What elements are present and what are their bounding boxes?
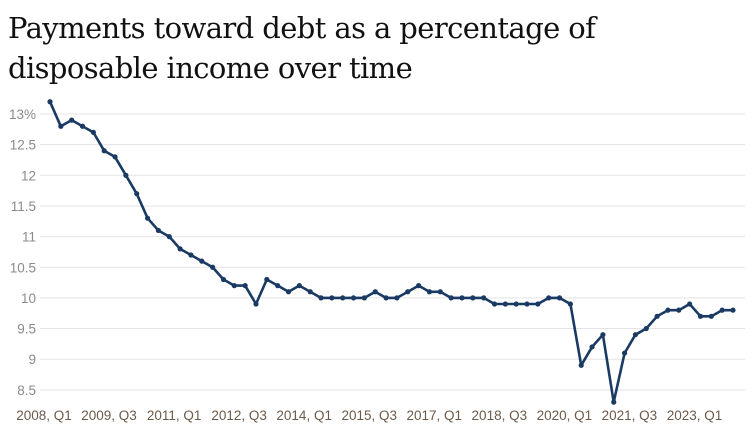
data-point bbox=[144, 215, 151, 221]
x-tick-label: 2008, Q1 bbox=[16, 408, 72, 423]
data-point bbox=[556, 295, 563, 301]
y-tick-label: 13% bbox=[9, 107, 36, 122]
y-tick-label: 10.5 bbox=[10, 260, 36, 275]
data-point bbox=[79, 123, 86, 129]
data-point bbox=[719, 307, 725, 313]
data-point bbox=[47, 99, 53, 105]
data-point bbox=[220, 276, 227, 283]
data-point bbox=[567, 301, 573, 307]
data-point bbox=[90, 129, 96, 135]
x-tick-label: 2018, Q3 bbox=[472, 408, 528, 423]
data-point bbox=[730, 307, 736, 313]
data-point bbox=[643, 325, 649, 332]
data-point bbox=[383, 295, 389, 301]
y-tick-label: 11 bbox=[22, 230, 36, 245]
data-point bbox=[546, 295, 552, 301]
data-point bbox=[210, 264, 216, 270]
data-point bbox=[405, 289, 411, 295]
y-tick-label: 9 bbox=[28, 352, 36, 367]
data-point bbox=[502, 301, 508, 307]
data-point bbox=[578, 362, 584, 368]
series-line bbox=[48, 101, 733, 404]
y-tick-label: 10 bbox=[21, 291, 36, 306]
data-point bbox=[329, 295, 335, 301]
data-point bbox=[296, 283, 302, 289]
x-tick-label: 2015, Q3 bbox=[341, 408, 397, 423]
data-point bbox=[426, 289, 433, 295]
x-tick-label: 2012, Q3 bbox=[211, 408, 267, 423]
data-point bbox=[177, 246, 183, 252]
x-tick-label: 2009, Q3 bbox=[81, 408, 137, 423]
data-point bbox=[112, 154, 118, 160]
data-point bbox=[535, 301, 541, 307]
data-point bbox=[676, 307, 682, 313]
data-point bbox=[394, 295, 400, 301]
y-tick-label: 8.5 bbox=[17, 383, 36, 398]
data-point bbox=[340, 295, 346, 301]
data-point bbox=[253, 301, 259, 307]
data-point bbox=[459, 295, 465, 301]
data-point bbox=[481, 295, 487, 301]
y-tick-label: 12 bbox=[21, 168, 36, 183]
data-point bbox=[632, 332, 639, 338]
data-point bbox=[491, 301, 498, 307]
y-tick-label: 11.5 bbox=[11, 199, 36, 214]
data-point bbox=[708, 313, 714, 319]
data-point bbox=[199, 258, 205, 264]
data-point bbox=[307, 289, 313, 295]
data-point bbox=[697, 313, 704, 319]
y-tick-label: 12.5 bbox=[10, 138, 36, 153]
data-point bbox=[621, 350, 628, 356]
data-point bbox=[188, 252, 194, 258]
data-point bbox=[69, 117, 75, 123]
data-point bbox=[416, 283, 422, 289]
data-point bbox=[687, 301, 693, 307]
data-point bbox=[350, 295, 357, 301]
data-point bbox=[101, 148, 107, 154]
data-point bbox=[231, 283, 237, 289]
data-point bbox=[134, 191, 140, 197]
data-point bbox=[524, 301, 530, 307]
data-point bbox=[275, 283, 281, 289]
x-tick-label: 2023, Q1 bbox=[667, 408, 723, 423]
data-point bbox=[665, 307, 671, 313]
data-point bbox=[513, 301, 519, 307]
data-point bbox=[611, 399, 617, 405]
data-point bbox=[285, 289, 292, 295]
data-point bbox=[264, 276, 270, 283]
data-point bbox=[589, 344, 595, 350]
data-point bbox=[166, 234, 172, 240]
chart-title: Payments toward debt as a percentage of … bbox=[8, 11, 596, 85]
x-tick-label: 2020, Q1 bbox=[537, 408, 593, 423]
x-tick-label: 2014, Q1 bbox=[276, 408, 332, 423]
data-point bbox=[600, 332, 606, 338]
data-point bbox=[123, 172, 129, 178]
data-point bbox=[242, 283, 248, 289]
data-point bbox=[361, 295, 367, 301]
data-point bbox=[318, 295, 324, 301]
data-point bbox=[470, 295, 476, 301]
data-point bbox=[448, 295, 454, 301]
x-tick-label: 2017, Q1 bbox=[407, 408, 463, 423]
data-point bbox=[372, 289, 378, 295]
data-point bbox=[155, 227, 162, 234]
x-tick-label: 2011, Q1 bbox=[147, 408, 202, 423]
data-point bbox=[58, 123, 64, 129]
x-tick-label: 2021, Q3 bbox=[602, 408, 658, 423]
data-point bbox=[654, 313, 660, 319]
y-tick-label: 9.5 bbox=[17, 322, 36, 337]
data-point bbox=[437, 289, 443, 295]
